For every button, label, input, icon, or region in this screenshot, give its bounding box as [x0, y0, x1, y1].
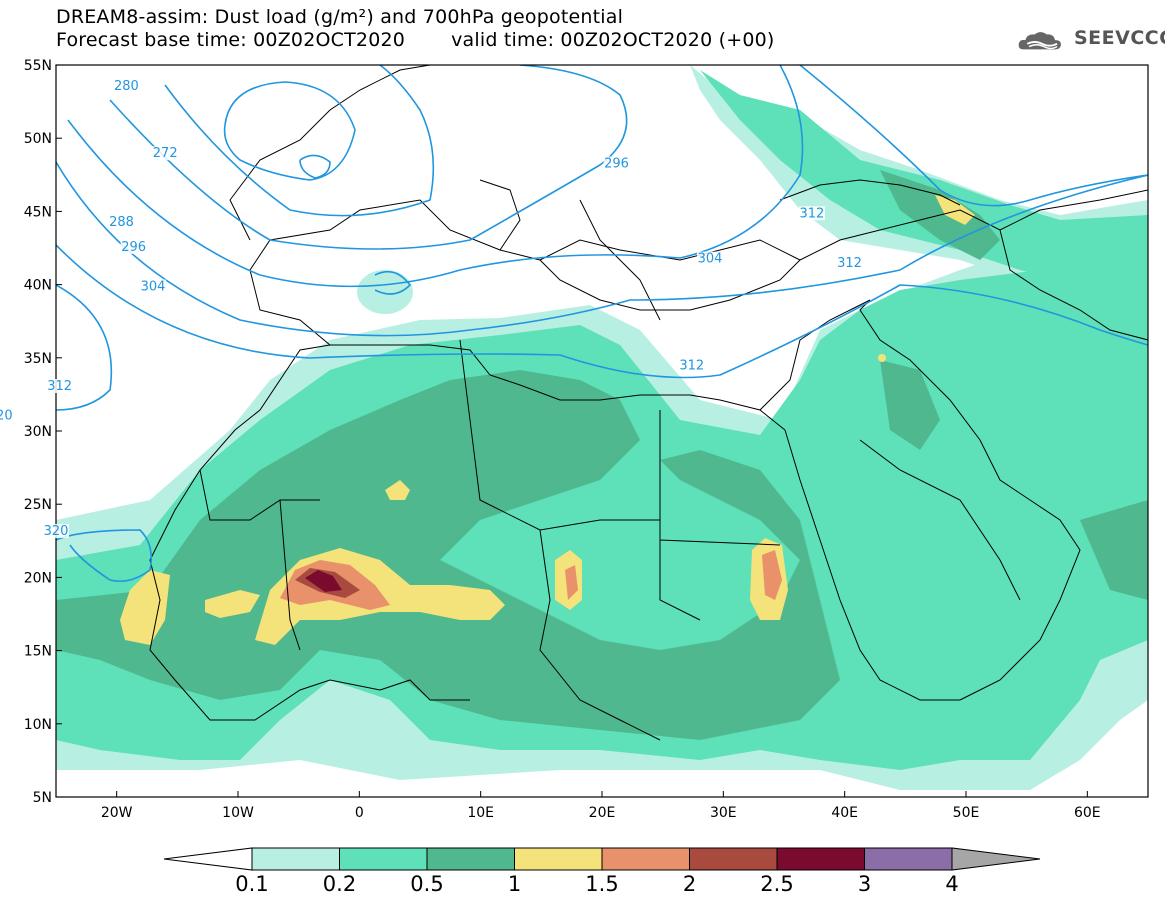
lat-tick-label: 40N	[24, 278, 52, 294]
lon-tick-label: 40E	[831, 805, 858, 821]
contour-label-bg	[836, 256, 863, 271]
lat-tick-label: 50N	[24, 131, 52, 147]
lon-tick-label: 30E	[710, 805, 737, 821]
colorbar-level-label: 2.5	[760, 872, 794, 896]
colorbar-swatch	[426, 847, 515, 871]
lon-tick-label: 0	[355, 805, 364, 821]
colorbar	[163, 847, 1041, 871]
longitude-labels: 20W 10W 0 10E 20E 30E 40E 50E 60E	[101, 805, 1101, 821]
colorbar-level-label: 2	[682, 872, 697, 896]
contour-label: 312	[679, 359, 704, 374]
contour-label: 312	[837, 256, 862, 271]
lat-tick-label: 30N	[24, 424, 52, 440]
colorbar-swatch	[864, 847, 953, 871]
coastlines	[149, 65, 1148, 741]
lon-tick-label: 50E	[953, 805, 980, 821]
contour-label-bg	[120, 239, 147, 254]
contour-label-bg	[798, 206, 825, 221]
lat-tick-label: 25N	[24, 497, 52, 513]
contour-label-bg	[696, 251, 723, 266]
contour-labels: 280 272 288 296 296 304 304 312 312 312 312 320 320	[0, 78, 863, 539]
lon-tick-label: 10E	[467, 805, 494, 821]
contour-label-bg	[0, 408, 14, 423]
forecast-time-line: Forecast base time: 00Z02OCT2020 valid ti…	[56, 29, 775, 51]
lat-tick-label: 5N	[33, 790, 52, 806]
contour-label-bg	[43, 523, 69, 538]
contour-label: 320	[0, 408, 13, 423]
contour-label-bg	[140, 279, 167, 294]
colorbar-level-label: 3	[857, 872, 872, 896]
contour-label-bg	[108, 215, 135, 230]
colorbar-high-arrow	[951, 847, 1041, 871]
lon-tick-label: 10W	[222, 805, 254, 821]
contour-label-bg	[678, 358, 705, 373]
colorbar-level-label: 4	[945, 872, 959, 896]
contour-label-bg	[603, 156, 630, 171]
lon-tick-label: 20W	[101, 805, 133, 821]
contour-label: 272	[153, 146, 178, 161]
lon-tick-label: 20E	[589, 805, 616, 821]
colorbar-swatch	[339, 847, 428, 871]
axis-ticks	[56, 64, 1088, 798]
valid-time-label: valid time: 00Z02OCT2020 (+00)	[451, 29, 775, 51]
colorbar-swatch	[514, 847, 603, 871]
contour-label: 296	[121, 240, 146, 255]
colorbar-level-label: 0.5	[410, 872, 444, 896]
contour-label: 320	[44, 524, 69, 539]
contour-label: 288	[109, 215, 134, 230]
contour-label: 280	[114, 79, 139, 94]
contour-label-bg	[113, 78, 140, 93]
cloud-icon	[1018, 32, 1061, 50]
contour-label-bg	[46, 379, 73, 394]
contour-label: 304	[698, 252, 723, 267]
dust-core-max	[305, 570, 342, 592]
lat-tick-label: 35N	[24, 351, 52, 367]
colorbar-low-arrow	[163, 847, 253, 871]
base-time-label: Forecast base time: 00Z02OCT2020	[56, 29, 406, 51]
contour-label-bg	[152, 146, 179, 161]
colorbar-level-label: 1	[507, 872, 522, 896]
contour-label: 312	[799, 206, 824, 221]
map-title: DREAM8-assim: Dust load (g/m²) and 700hP…	[56, 6, 624, 28]
colorbar-swatch	[251, 847, 340, 871]
contour-label: 312	[47, 379, 72, 394]
colorbar-swatch	[601, 847, 690, 871]
colorbar-level-label: 1.5	[585, 872, 619, 896]
lat-tick-label: 10N	[24, 717, 52, 733]
lat-tick-label: 20N	[24, 570, 52, 586]
latitude-labels: 55N 50N 45N 40N 35N 30N 25N 20N 15N 10N 5N	[24, 58, 52, 806]
lon-tick-label: 60E	[1074, 805, 1101, 821]
contour-label: 304	[141, 279, 166, 294]
lat-tick-label: 55N	[24, 58, 52, 74]
colorbar-level-label: 0.1	[235, 872, 269, 896]
seevccc-logo: SEEVCCC	[1074, 27, 1165, 49]
colorbar-level-label: 0.2	[322, 872, 357, 896]
geopotential-contours	[56, 65, 1148, 583]
lat-tick-label: 15N	[24, 644, 52, 660]
lat-tick-label: 45N	[24, 204, 52, 220]
contour-label: 296	[604, 156, 629, 171]
colorbar-swatch	[776, 847, 865, 871]
colorbar-swatch	[689, 847, 778, 871]
